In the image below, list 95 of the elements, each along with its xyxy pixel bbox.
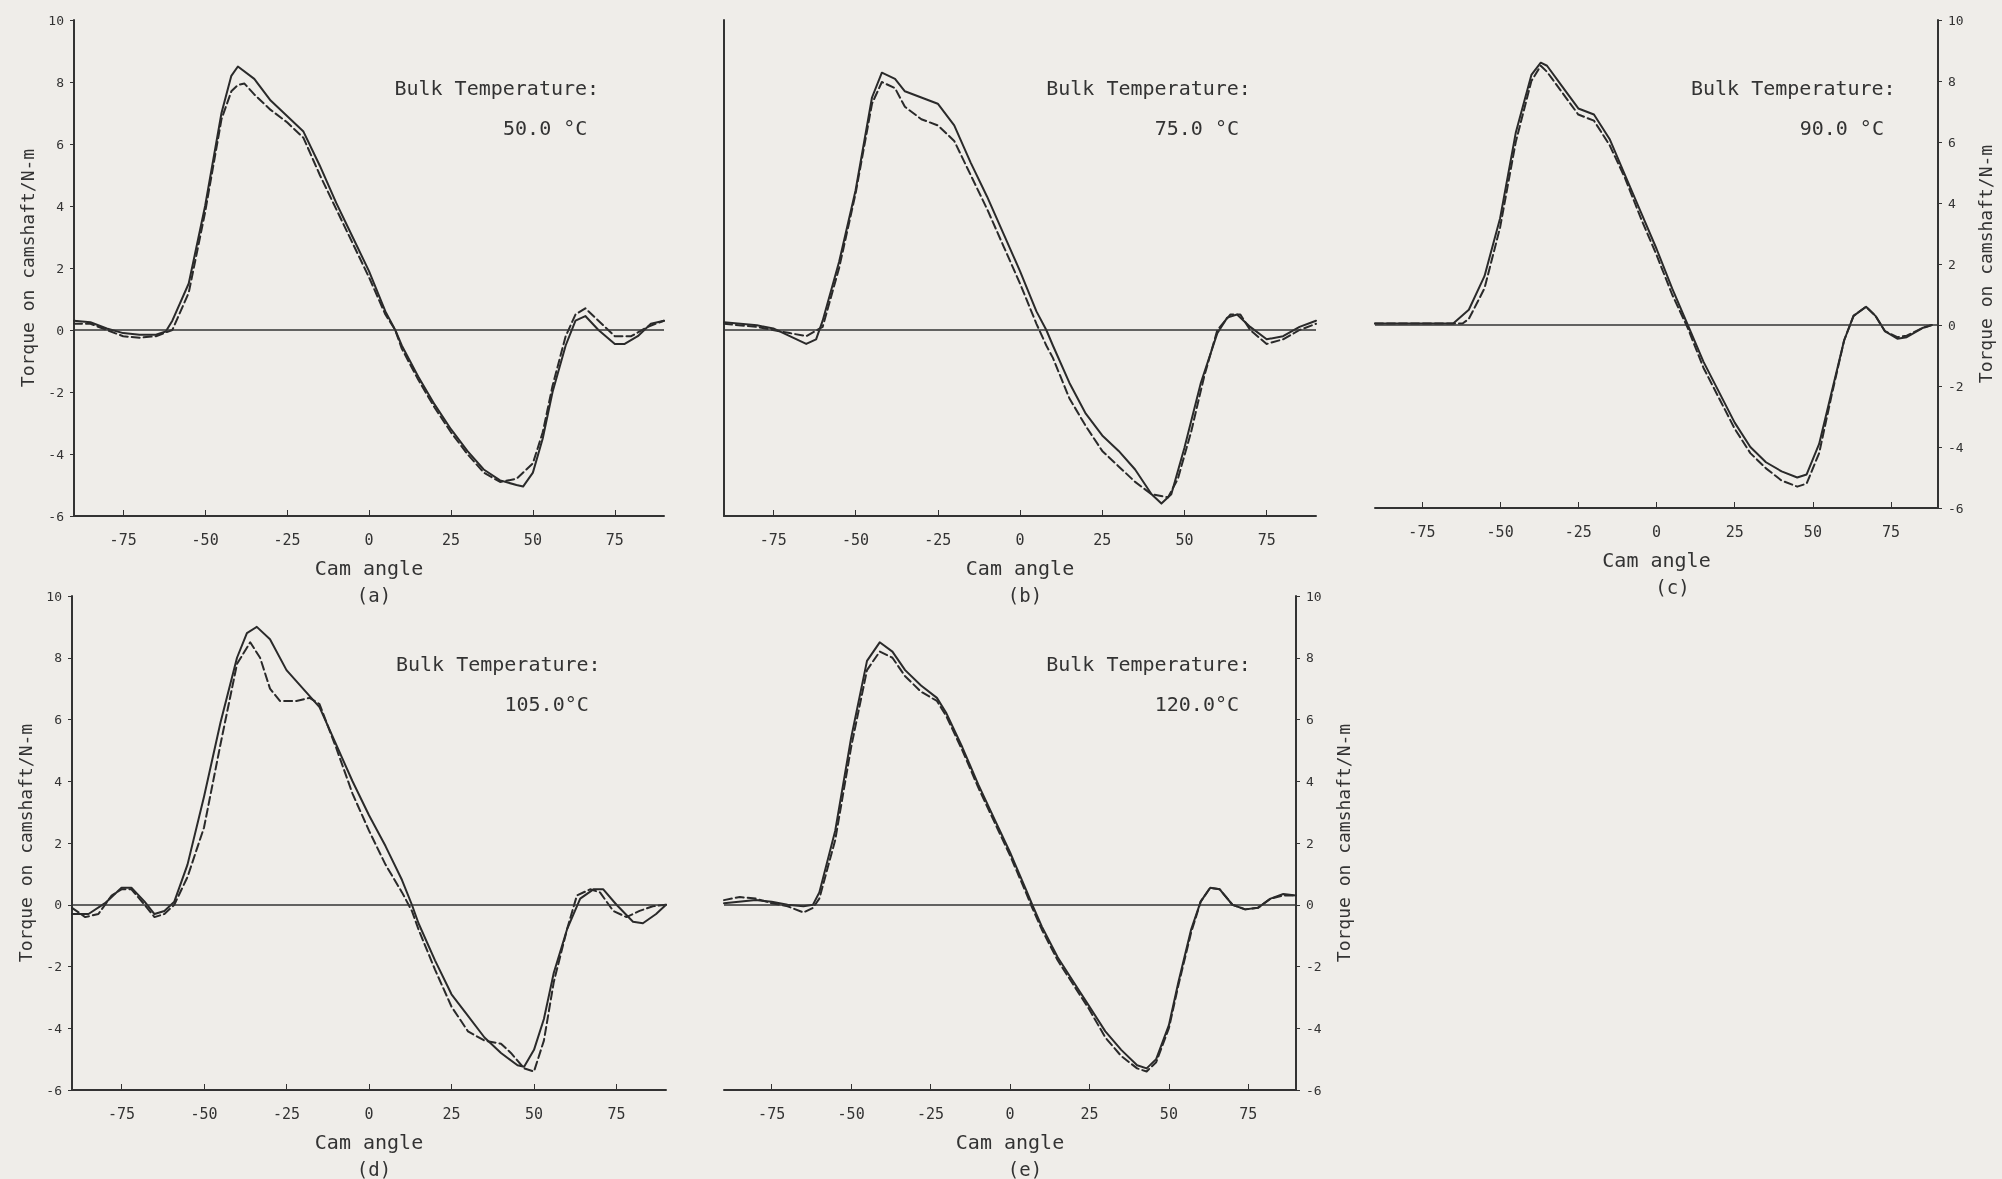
x-axis-title: Cam angle <box>314 556 424 580</box>
x-tick-label: -25 <box>924 530 952 549</box>
y-tick-label: -6 <box>48 508 64 524</box>
x-tick-label: 50 <box>1159 1104 1178 1123</box>
y-tick-label: 4 <box>1948 195 1956 211</box>
y-tick-label: 2 <box>1306 835 1314 851</box>
y-tick-label: 6 <box>56 136 64 152</box>
y-tick-label: 0 <box>1948 317 1956 333</box>
y-tick-label: -2 <box>1948 378 1964 394</box>
annotation: Bulk Temperature: <box>394 76 600 100</box>
text: (e) <box>1007 1157 1043 1179</box>
y-tick-label: 2 <box>56 260 64 276</box>
x-axis-title: Cam angle <box>955 1130 1065 1154</box>
y-tick-label: 4 <box>54 773 63 789</box>
x-tick-label: 50 <box>524 1104 544 1123</box>
x-tick-label: 0 <box>1651 522 1662 541</box>
x-tick-label: 25 <box>1093 530 1112 549</box>
y-tick-label: 8 <box>54 650 62 666</box>
y-tick-label: 8 <box>1948 73 1956 89</box>
y-tick-label: 8 <box>1306 650 1314 666</box>
x-tick-label: 0 <box>364 530 374 549</box>
y-tick-label: 10 <box>1948 12 1964 28</box>
x-tick-label: 75 <box>607 1104 626 1123</box>
annotation: 90.0 °C <box>1799 116 1884 140</box>
x-tick-label: -50 <box>190 1104 218 1123</box>
x-tick-label: -50 <box>1486 522 1514 541</box>
x-tick-label: 75 <box>605 530 624 549</box>
y-tick-label: -2 <box>46 959 62 974</box>
annotation: 75.0 °C <box>1154 116 1240 140</box>
x-tick-label: -75 <box>758 1104 786 1123</box>
x-tick-label: -75 <box>107 1104 136 1123</box>
x-tick-label: 75 <box>1882 522 1901 541</box>
y-tick-label: 2 <box>1948 256 1956 272</box>
y-tick-label: 10 <box>48 12 64 28</box>
y-tick-label: 8 <box>56 74 64 90</box>
x-axis-title: Cam angle <box>965 556 1075 580</box>
text: (a) <box>356 583 392 606</box>
x-tick-label: -50 <box>191 530 219 549</box>
annotation: 120.0°C <box>1154 692 1240 716</box>
x-tick-label: -75 <box>1408 522 1436 541</box>
annotation: Bulk Temperature: <box>395 652 601 676</box>
x-tick-label: 50 <box>1175 530 1194 549</box>
y-tick-label: -4 <box>46 1020 63 1036</box>
y-tick-label: -2 <box>1306 959 1322 974</box>
x-tick-label: 50 <box>523 530 542 549</box>
y-tick-label: 0 <box>54 897 62 913</box>
y-tick-label: -4 <box>1948 439 1964 455</box>
annotation: Bulk Temperature: <box>1046 652 1251 676</box>
text: (c) <box>1655 575 1690 598</box>
x-tick-label: -25 <box>273 530 301 549</box>
x-tick-label: -25 <box>917 1104 945 1123</box>
x-tick-label: -75 <box>109 530 137 549</box>
y-axis-title: Torque on camshaft/N-m <box>14 723 36 963</box>
x-tick-label: 25 <box>442 1104 461 1123</box>
y-axis-title: Torque on camshaft/N-m <box>1332 723 1354 963</box>
x-tick-label: 50 <box>1803 522 1822 541</box>
y-tick-label: 4 <box>56 198 65 214</box>
y-axis-title: Torque on camshaft/N-m <box>16 148 38 388</box>
y-tick-label: 6 <box>1306 712 1314 727</box>
x-tick-label: -50 <box>837 1104 865 1123</box>
y-tick-label: -2 <box>48 384 64 400</box>
y-tick-label: -6 <box>1306 1082 1322 1098</box>
y-tick-label: 0 <box>1306 897 1314 913</box>
x-tick-label: 25 <box>1080 1104 1099 1123</box>
x-tick-label: -25 <box>1564 522 1592 541</box>
y-tick-label: 4 <box>1306 773 1314 789</box>
annotation: 105.0°C <box>504 692 589 716</box>
text: (b) <box>1007 583 1043 606</box>
x-axis-title: Cam angle <box>1602 548 1711 572</box>
annotation: 50.0 °C <box>503 116 588 140</box>
x-tick-label: -25 <box>272 1104 301 1123</box>
y-tick-label: 10 <box>46 588 62 604</box>
x-tick-label: 0 <box>1015 530 1025 549</box>
y-tick-label: -6 <box>46 1082 62 1098</box>
x-tick-label: 75 <box>1257 530 1276 549</box>
x-tick-label: 25 <box>441 530 460 549</box>
y-tick-label: 6 <box>54 712 62 727</box>
annotation: Bulk Temperature: <box>1046 76 1251 100</box>
x-tick-label: 75 <box>1239 1104 1258 1123</box>
x-axis-title: Cam angle <box>314 1130 424 1154</box>
text: (d) <box>356 1157 392 1179</box>
y-axis-title: Torque on camshaft/N-m <box>1974 144 1996 384</box>
y-tick-label: -6 <box>1948 500 1964 516</box>
y-tick-label: 0 <box>56 322 64 338</box>
y-tick-label: 10 <box>1306 588 1322 604</box>
annotation: Bulk Temperature: <box>1690 76 1896 100</box>
x-tick-label: -50 <box>842 530 870 549</box>
x-tick-label: 0 <box>364 1104 374 1123</box>
x-tick-label: 0 <box>1005 1104 1015 1123</box>
y-tick-label: -4 <box>48 446 65 462</box>
y-tick-label: 2 <box>54 835 62 851</box>
y-tick-label: 6 <box>1948 134 1956 150</box>
y-tick-label: -4 <box>1306 1020 1322 1036</box>
x-tick-label: -75 <box>759 530 787 549</box>
x-tick-label: 25 <box>1725 522 1744 541</box>
